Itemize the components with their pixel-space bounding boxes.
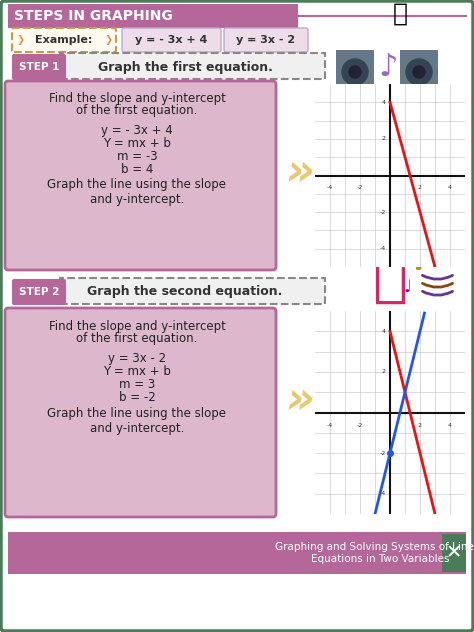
Text: y = - 3x + 4: y = - 3x + 4 <box>135 35 207 45</box>
Text: y = - 3x + 4: y = - 3x + 4 <box>101 124 173 137</box>
Bar <box>336 50 374 102</box>
Text: -4: -4 <box>327 423 333 428</box>
Text: Example:: Example: <box>35 35 93 45</box>
Text: STEP 1: STEP 1 <box>19 62 59 72</box>
Text: b = -2: b = -2 <box>118 391 155 404</box>
Text: 2: 2 <box>418 185 422 190</box>
Text: Graph the first equation.: Graph the first equation. <box>98 61 273 73</box>
Bar <box>8 532 466 574</box>
Text: 𝄞: 𝄞 <box>373 248 408 305</box>
Text: -2: -2 <box>357 423 363 428</box>
Text: m = 3: m = 3 <box>119 378 155 391</box>
FancyBboxPatch shape <box>12 54 66 80</box>
Text: of the first equation.: of the first equation. <box>76 332 198 345</box>
Circle shape <box>349 66 361 78</box>
Text: -2: -2 <box>357 185 363 190</box>
Text: ❯: ❯ <box>17 35 25 45</box>
Text: y = 3x - 2: y = 3x - 2 <box>237 35 296 45</box>
Bar <box>442 534 466 572</box>
FancyBboxPatch shape <box>12 28 116 52</box>
Text: 2: 2 <box>382 137 385 142</box>
Text: Find the slope and y-intercept: Find the slope and y-intercept <box>48 320 226 333</box>
Bar <box>336 88 374 102</box>
FancyBboxPatch shape <box>12 279 66 305</box>
Bar <box>400 88 438 102</box>
Bar <box>8 4 298 28</box>
Text: 4: 4 <box>382 100 385 105</box>
FancyBboxPatch shape <box>122 28 221 52</box>
Circle shape <box>342 59 368 85</box>
Text: ❯: ❯ <box>105 35 113 45</box>
Text: ♪: ♪ <box>378 52 398 82</box>
Text: -4: -4 <box>327 185 333 190</box>
Circle shape <box>406 59 432 85</box>
Text: y = 3x - 2: y = 3x - 2 <box>108 352 166 365</box>
Text: -4: -4 <box>379 491 385 496</box>
Text: 4: 4 <box>382 329 385 334</box>
Bar <box>400 50 438 102</box>
Text: Y = mx + b: Y = mx + b <box>103 365 171 378</box>
Text: m = -3: m = -3 <box>117 150 157 163</box>
Text: 4: 4 <box>448 185 452 190</box>
Text: 2: 2 <box>418 423 422 428</box>
Text: -4: -4 <box>379 246 385 251</box>
Text: Y = mx + b: Y = mx + b <box>103 137 171 150</box>
Circle shape <box>413 66 425 78</box>
Text: ♩: ♩ <box>404 278 412 296</box>
Text: 2: 2 <box>382 369 385 374</box>
Text: STEP 2: STEP 2 <box>19 287 59 297</box>
Text: ♪: ♪ <box>413 254 427 274</box>
Text: Graph the line using the slope
and y-intercept.: Graph the line using the slope and y-int… <box>47 407 227 435</box>
FancyBboxPatch shape <box>60 278 325 304</box>
FancyBboxPatch shape <box>5 81 276 270</box>
Text: Graphing and Solving Systems of Linear
Equations in Two Variables: Graphing and Solving Systems of Linear E… <box>275 542 474 564</box>
Text: -2: -2 <box>379 451 385 456</box>
Text: »: » <box>285 379 314 422</box>
Text: of the first equation.: of the first equation. <box>76 104 198 117</box>
FancyBboxPatch shape <box>224 28 308 52</box>
Text: 🎊: 🎊 <box>392 2 408 26</box>
Text: Graph the second equation.: Graph the second equation. <box>87 286 283 298</box>
Text: Find the slope and y-intercept: Find the slope and y-intercept <box>48 92 226 105</box>
Text: Graph the line using the slope
and y-intercept.: Graph the line using the slope and y-int… <box>47 178 227 206</box>
Text: b = 4: b = 4 <box>121 163 153 176</box>
FancyBboxPatch shape <box>5 308 276 517</box>
Text: 4: 4 <box>448 423 452 428</box>
Text: STEPS IN GRAPHING: STEPS IN GRAPHING <box>14 9 173 23</box>
Text: ✕: ✕ <box>446 544 462 562</box>
Text: »: » <box>285 150 314 193</box>
Text: -2: -2 <box>379 210 385 215</box>
FancyBboxPatch shape <box>60 53 325 79</box>
